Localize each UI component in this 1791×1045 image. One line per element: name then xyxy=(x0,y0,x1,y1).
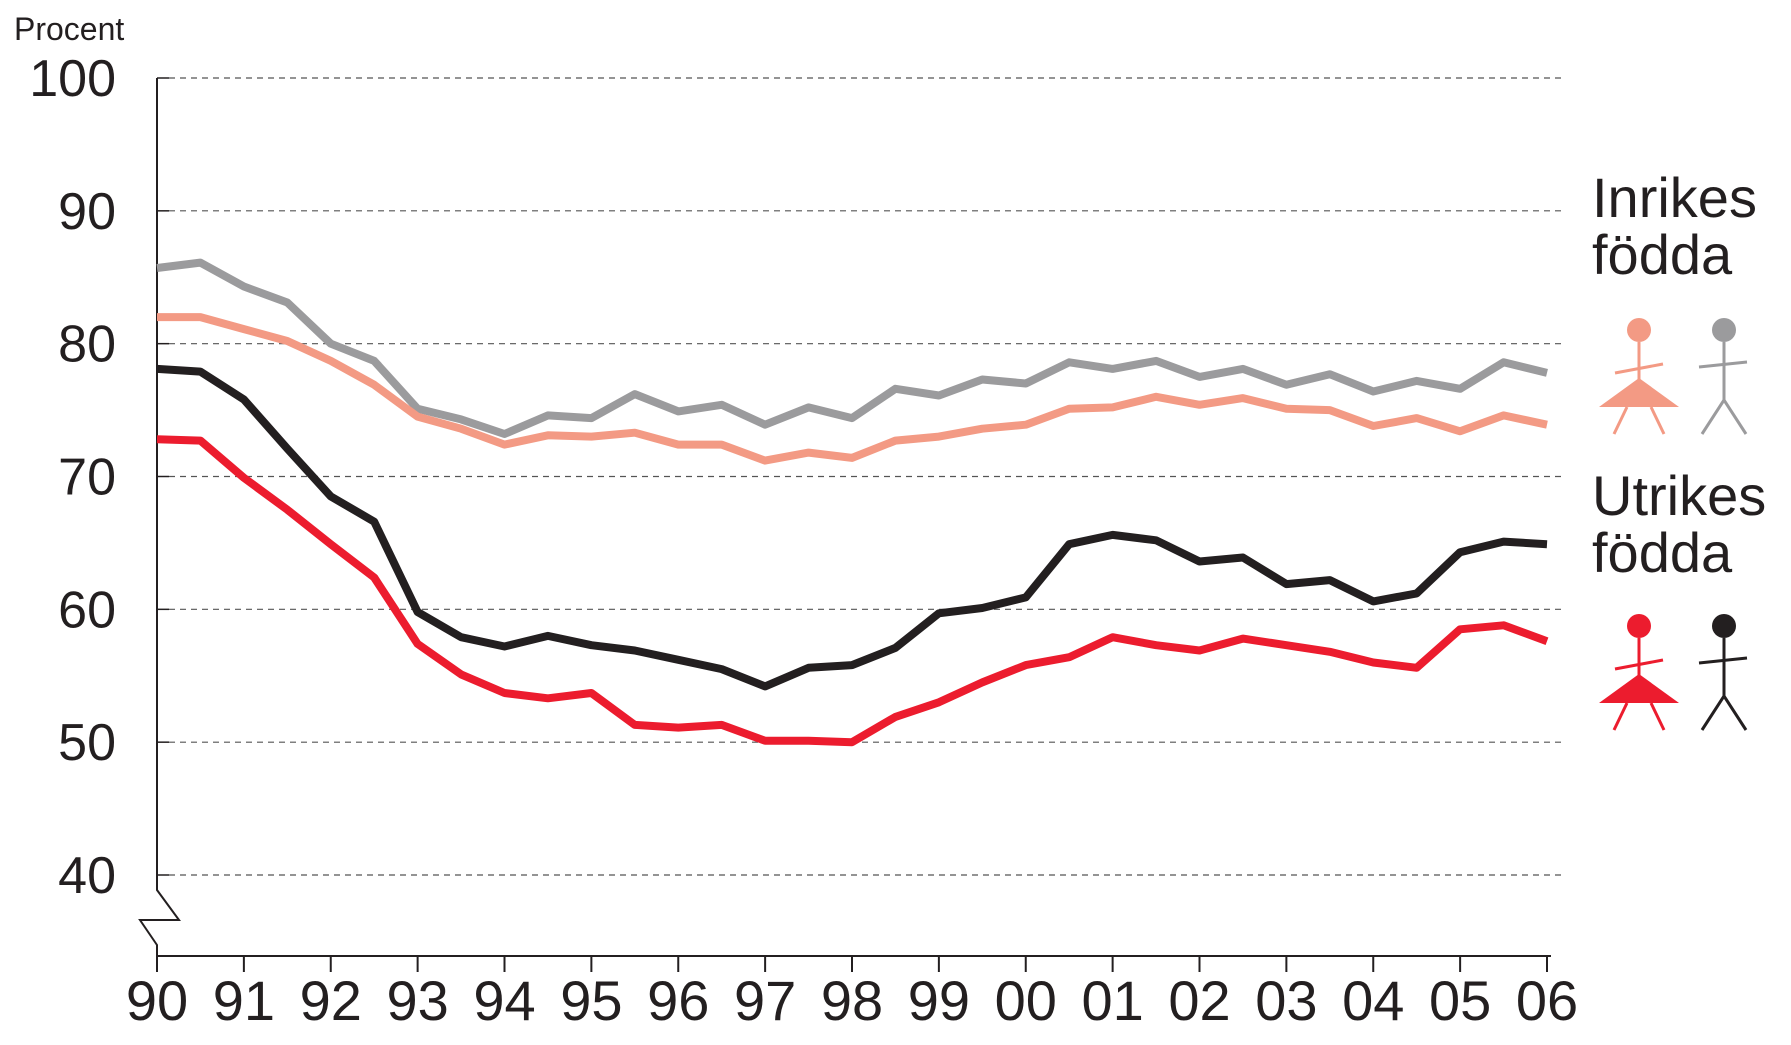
y-tick-label: 100 xyxy=(29,50,116,108)
x-tick-label: 97 xyxy=(734,969,796,1032)
legend-label: födda xyxy=(1592,521,1733,584)
y-tick-label: 50 xyxy=(58,714,116,772)
y-tick-label: 60 xyxy=(58,581,116,639)
x-tick-label: 98 xyxy=(821,969,883,1032)
x-tick-label: 92 xyxy=(300,969,362,1032)
x-tick-label: 90 xyxy=(126,969,188,1032)
legend-icon-skirt xyxy=(1599,674,1679,703)
legend-icon-arms xyxy=(1614,362,1664,375)
series-line xyxy=(156,258,1548,438)
legend-icon-head xyxy=(1712,614,1736,638)
y-tick-label: 80 xyxy=(58,316,116,374)
series-line xyxy=(157,313,1548,465)
legend-icon-head xyxy=(1627,614,1651,638)
y-tick-label: 90 xyxy=(58,183,116,241)
legend-icon-skirt xyxy=(1599,378,1679,407)
legend-icon-legs xyxy=(1700,693,1748,731)
x-tick-label: 00 xyxy=(995,969,1057,1032)
x-tick-label: 05 xyxy=(1429,969,1491,1032)
y-tick-label: 40 xyxy=(58,847,116,905)
y-tick-label: 70 xyxy=(58,449,116,507)
y-axis-label: Procent xyxy=(14,11,124,47)
x-tick-label: 01 xyxy=(1081,969,1143,1032)
x-tick-label: 03 xyxy=(1255,969,1317,1032)
x-tick-label: 95 xyxy=(560,969,622,1032)
legend-icon-arms xyxy=(1698,656,1748,665)
x-tick-label: 96 xyxy=(647,969,709,1032)
x-tick-label: 06 xyxy=(1516,969,1578,1032)
legend-icon-head xyxy=(1712,318,1736,342)
x-tick-label: 99 xyxy=(908,969,970,1032)
legend-icon-legs xyxy=(1612,406,1666,435)
y-axis xyxy=(138,78,181,956)
legend-icon-legs xyxy=(1700,397,1748,435)
series-line xyxy=(156,435,1549,747)
x-tick-label: 02 xyxy=(1168,969,1230,1032)
x-tick-label: 04 xyxy=(1342,969,1404,1032)
x-tick-label: 91 xyxy=(213,969,275,1032)
legend-label: födda xyxy=(1592,223,1733,286)
series-line xyxy=(156,364,1548,691)
legend-label: Utrikes xyxy=(1592,464,1766,527)
legend-icon-arms xyxy=(1614,658,1664,671)
x-tick-label: 93 xyxy=(386,969,448,1032)
legend-icon-arms xyxy=(1698,360,1748,369)
legend-icon-head xyxy=(1627,318,1651,342)
x-tick-label: 94 xyxy=(473,969,535,1032)
legend-icon-legs xyxy=(1612,702,1666,731)
legend-label: Inrikes xyxy=(1592,166,1757,229)
